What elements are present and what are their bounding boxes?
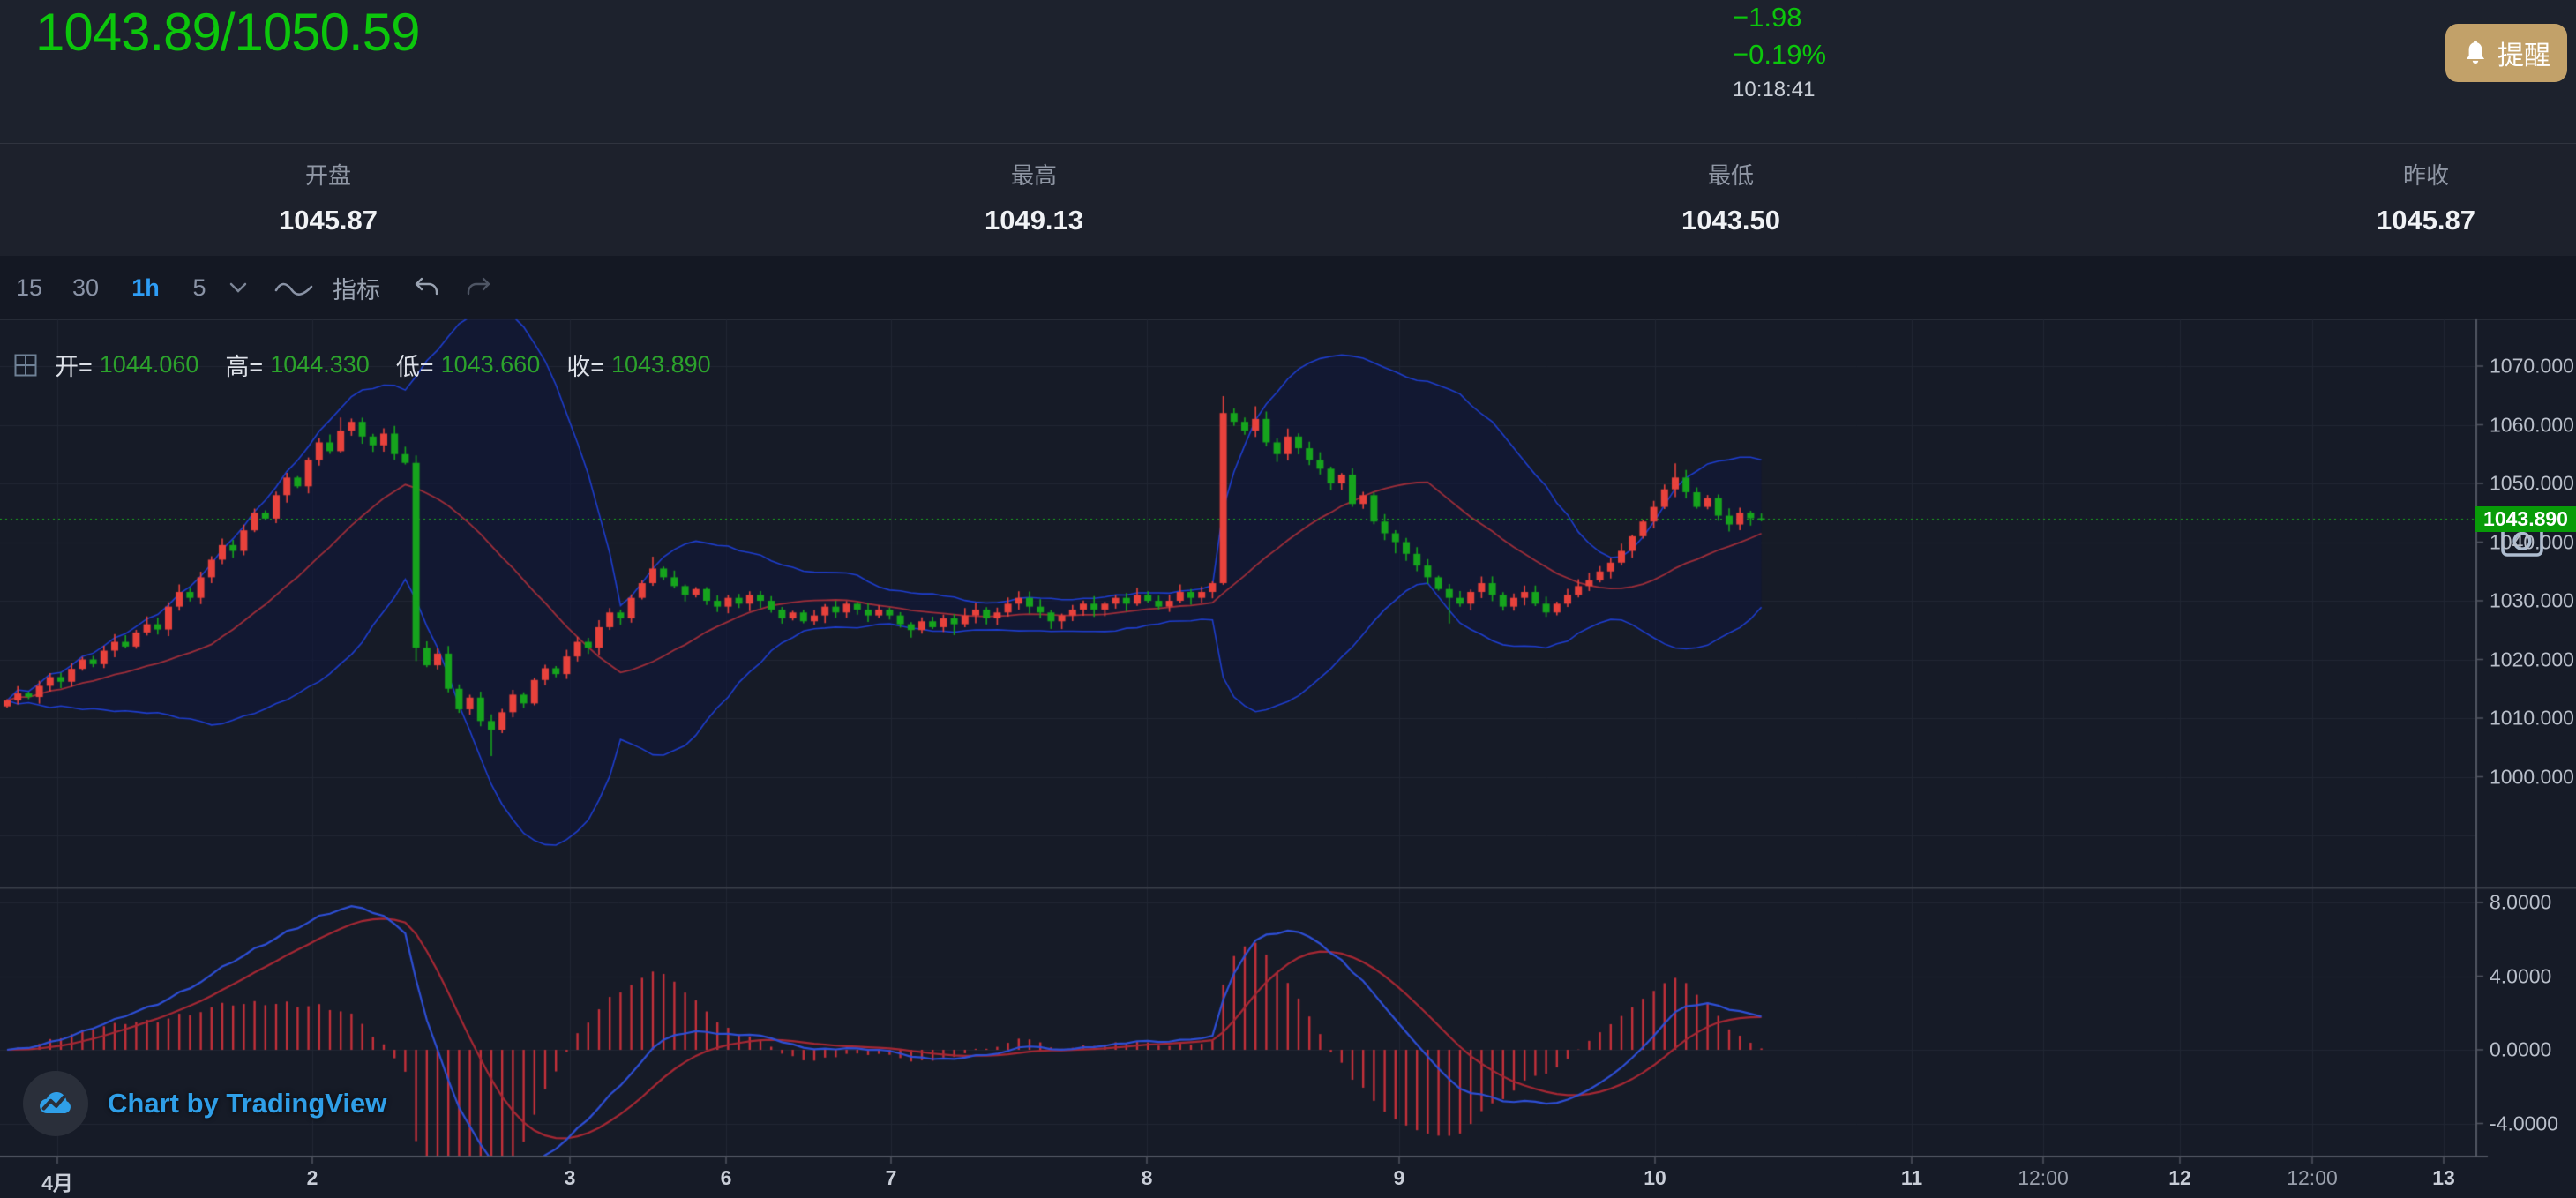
time-axis-label: 3 [564, 1166, 576, 1189]
legend-open-label: 开= [55, 354, 93, 380]
time-axis-label: 6 [720, 1166, 732, 1189]
macd-axis-label: -4.0000 [2490, 1112, 2559, 1134]
macd-axis-label: 8.0000 [2490, 890, 2552, 914]
legend-high-label: 高= [225, 354, 264, 380]
price-axis-label: 1050.000 [2490, 471, 2574, 495]
legend-high-value: 1044.330 [270, 351, 370, 378]
legend-close-label: 收= [566, 354, 604, 380]
price-axis-label: 1030.000 [2490, 588, 2574, 612]
price-axis-label: 1000.000 [2490, 765, 2574, 788]
time-axis-label: 2 [306, 1166, 318, 1189]
macd-axis-label: 0.0000 [2490, 1037, 2552, 1061]
time-axis-label: 13 [2432, 1166, 2455, 1189]
time-axis-label: 10 [1644, 1166, 1666, 1189]
price-axis-label: 1040.000 [2490, 530, 2574, 553]
price-axis-label: 1020.000 [2490, 648, 2574, 670]
legend-source-icon[interactable] [14, 354, 37, 377]
ohlc-legend: 开= 1044.060 高= 1044.330 低= 1043.660 收= 1043.… [14, 348, 730, 382]
legend-close-value: 1043.890 [611, 351, 711, 378]
tradingview-attribution[interactable]: Chart by TradingView [23, 1071, 386, 1136]
tradingview-attribution-text[interactable]: Chart by TradingView [108, 1088, 387, 1119]
macd-axis-label: 4.0000 [2490, 964, 2552, 987]
time-axis-label: 9 [1393, 1166, 1405, 1189]
tradingview-logo-icon [23, 1071, 88, 1136]
price-axis-label: 1060.000 [2490, 413, 2574, 436]
legend-open-value: 1044.060 [99, 351, 199, 378]
legend-low-value: 1043.660 [440, 351, 541, 378]
time-axis-label: 12:00 [2287, 1166, 2338, 1189]
last-price-badge: 1043.890 [2475, 506, 2576, 533]
time-axis-label: 12 [2168, 1166, 2191, 1189]
legend-low-label: 低= [395, 354, 434, 380]
time-axis-label: 12:00 [2018, 1166, 2069, 1189]
time-axis-label: 11 [1900, 1166, 1923, 1189]
time-axis-label: 7 [885, 1166, 897, 1189]
time-axis-label: 4月 [41, 1172, 73, 1194]
price-axis-label: 1070.000 [2490, 354, 2574, 378]
price-axis-label: 1010.000 [2490, 706, 2574, 730]
time-axis-label: 8 [1141, 1166, 1153, 1189]
